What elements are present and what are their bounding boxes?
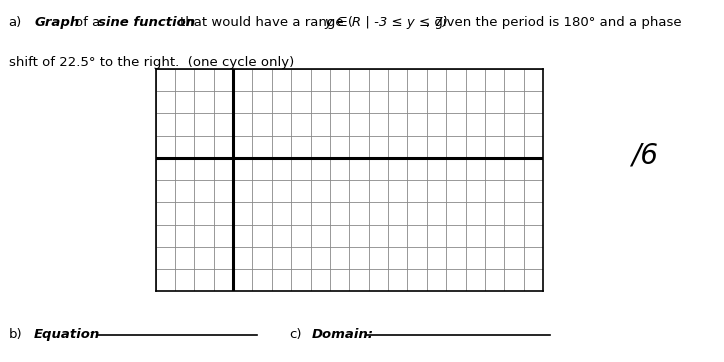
- Text: of a: of a: [75, 16, 100, 29]
- Text: /6: /6: [631, 142, 658, 170]
- Text: shift of 22.5° to the right.  (one cycle only): shift of 22.5° to the right. (one cycle …: [9, 56, 294, 69]
- Text: sine function: sine function: [98, 16, 195, 29]
- Text: Equation: Equation: [34, 328, 101, 341]
- Text: c): c): [290, 328, 302, 341]
- Text: Domain:: Domain:: [311, 328, 374, 341]
- Text: y ∈ R | -3 ≤ y ≤ 7): y ∈ R | -3 ≤ y ≤ 7): [324, 16, 448, 29]
- Text: b): b): [9, 328, 22, 341]
- Text: Graph: Graph: [35, 16, 80, 29]
- Text: that would have a range (: that would have a range (: [180, 16, 353, 29]
- Text: , given the period is 180° and a phase: , given the period is 180° and a phase: [426, 16, 682, 29]
- Text: a): a): [9, 16, 22, 29]
- Text: :: :: [85, 328, 94, 341]
